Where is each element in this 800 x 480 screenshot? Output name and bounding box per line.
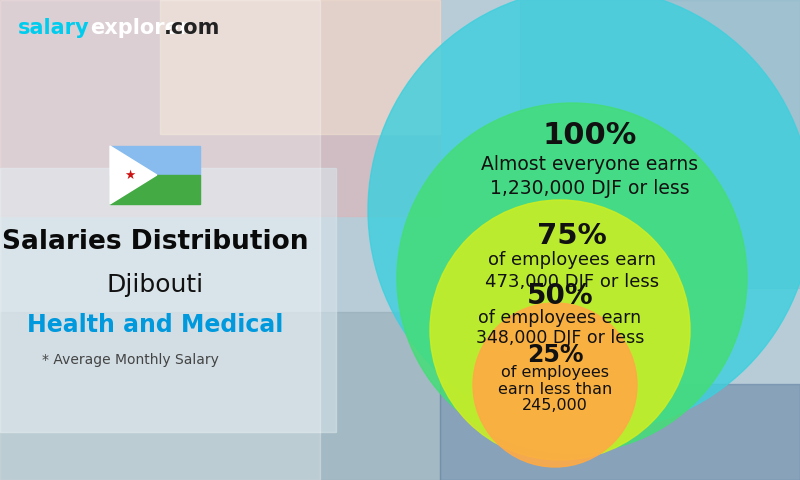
Text: of employees: of employees <box>501 365 609 381</box>
Text: 25%: 25% <box>526 343 583 367</box>
Text: Djibouti: Djibouti <box>106 273 203 297</box>
Text: ★: ★ <box>124 168 135 181</box>
Polygon shape <box>110 146 157 204</box>
Bar <box>0 0 440 216</box>
Text: Almost everyone earns: Almost everyone earns <box>482 156 698 175</box>
Bar <box>0 0 320 480</box>
Bar <box>110 146 200 175</box>
Text: Health and Medical: Health and Medical <box>27 313 283 337</box>
Bar <box>0 312 440 480</box>
Circle shape <box>368 0 800 432</box>
Circle shape <box>430 200 690 460</box>
Text: 100%: 100% <box>543 120 637 149</box>
Bar <box>160 0 440 134</box>
Text: 1,230,000 DJF or less: 1,230,000 DJF or less <box>490 179 690 197</box>
Text: 75%: 75% <box>537 222 607 250</box>
Text: earn less than: earn less than <box>498 382 612 396</box>
Text: .com: .com <box>164 18 220 38</box>
Text: * Average Monthly Salary: * Average Monthly Salary <box>42 353 218 367</box>
Circle shape <box>397 103 747 453</box>
Text: salary: salary <box>18 18 90 38</box>
Text: 50%: 50% <box>526 282 594 310</box>
Text: 473,000 DJF or less: 473,000 DJF or less <box>485 273 659 291</box>
Text: of employees earn: of employees earn <box>488 251 656 269</box>
Bar <box>440 384 800 480</box>
Text: Salaries Distribution: Salaries Distribution <box>2 229 308 255</box>
Text: explorer: explorer <box>90 18 190 38</box>
Text: of employees earn: of employees earn <box>478 309 642 327</box>
Text: 348,000 DJF or less: 348,000 DJF or less <box>476 329 644 347</box>
Text: 245,000: 245,000 <box>522 397 588 412</box>
Bar <box>110 175 200 204</box>
Circle shape <box>473 303 637 467</box>
Bar <box>0 168 336 432</box>
Bar <box>520 0 800 288</box>
